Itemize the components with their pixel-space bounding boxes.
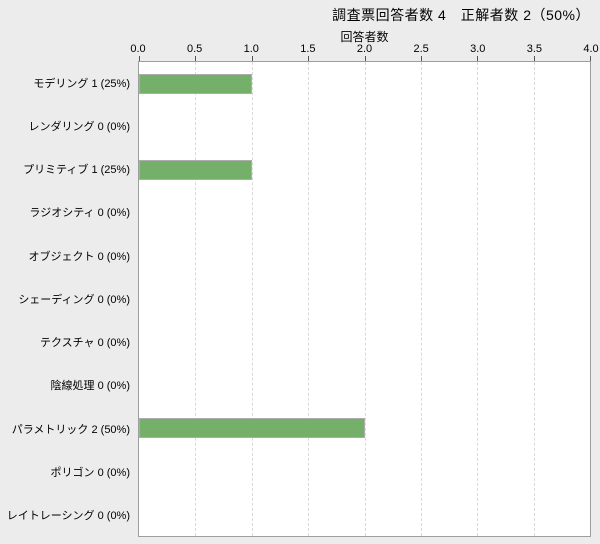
category-label: オブジェクト 0 (0%) [28,250,130,263]
bar [139,73,252,94]
gridline [308,62,310,536]
x-tick-label: 4.0 [583,43,599,55]
x-axis-title: 回答者数 [340,30,389,44]
x-tick-mark [195,56,197,61]
category-label: 陰線処理 0 (0%) [50,380,130,393]
gridline [420,62,422,536]
x-tick-mark [308,56,310,61]
x-tick-label: 3.0 [470,43,486,55]
gridline [364,62,366,536]
category-label: プリミティブ 1 (25%) [23,164,130,177]
category-label: パラメトリック 2 (50%) [11,423,130,436]
x-tick-mark [590,56,591,61]
category-label: レイトレーシング 0 (0%) [6,510,130,523]
category-label: シェーディング 0 (0%) [18,293,130,306]
gridline [533,62,535,536]
bar [139,418,365,439]
chart-title: 調査票回答者数 4 正解者数 2（50%） [332,7,590,23]
bars-layer [139,62,590,536]
category-axis: モデリング 1 (25%) レンダリング 0 (0%) プリミティブ 1 (25%)… [0,61,130,537]
grid-layer [139,62,590,536]
gridline [251,62,253,536]
x-tick-mark [477,56,479,61]
category-label: テクスチャ 0 (0%) [39,337,130,350]
x-tick-mark [139,56,140,61]
x-tick-label: 0.5 [186,43,203,55]
x-tick-mark [364,56,366,61]
x-tick-mark [251,56,253,61]
gridline [195,62,197,536]
x-axis-tick-labels: 0.0 0.5 1.0 1.5 2.0 2.5 3.0 3.5 4.0 [130,43,598,57]
category-label: モデリング 1 (25%) [33,77,130,90]
x-tick-label: 2.0 [356,43,373,55]
plot-area [138,56,591,537]
x-tick-label: 0.0 [130,43,146,55]
category-label: ラジオシティ 0 (0%) [29,207,130,220]
x-tick-label: 1.5 [300,43,316,55]
x-tick-mark [533,56,535,61]
category-label: ポリゴン 0 (0%) [50,467,130,480]
x-tick-label: 3.5 [526,43,543,55]
x-tick-mark [420,56,422,61]
gridline [477,62,479,536]
bar [139,159,252,180]
category-label: レンダリング 0 (0%) [28,120,130,133]
x-tick-label: 2.5 [413,43,429,55]
x-tick-label: 1.0 [243,43,259,55]
x-axis-tick-marks [139,56,591,536]
